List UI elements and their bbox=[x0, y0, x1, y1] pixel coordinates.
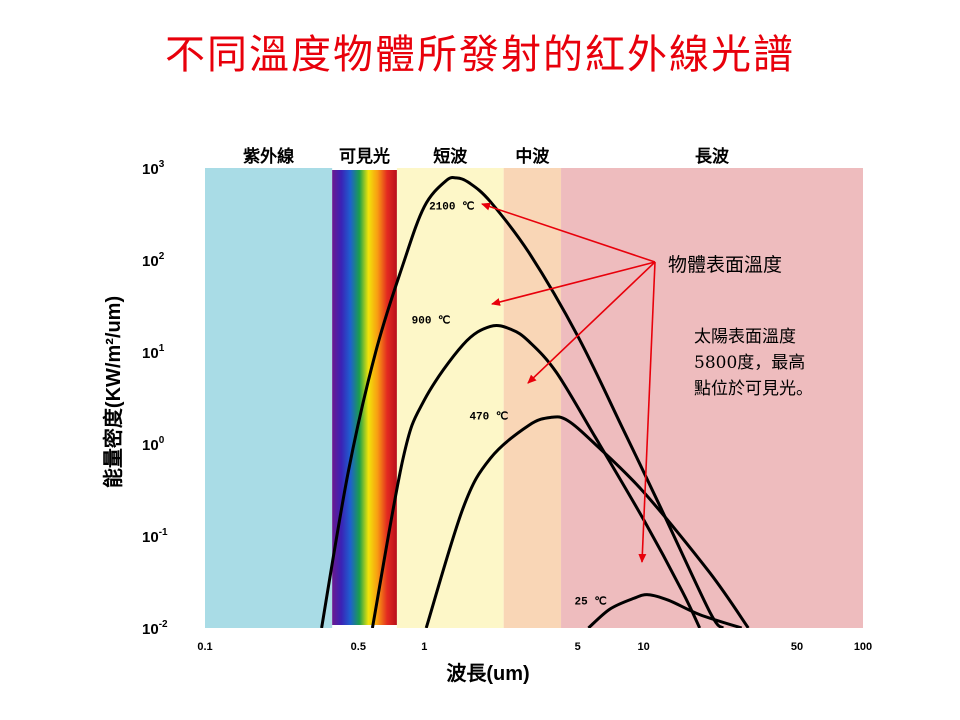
x-tick-label: 1 bbox=[421, 641, 427, 653]
y-tick-label: 10-1 bbox=[142, 527, 168, 546]
annotation-arrow bbox=[491, 261, 656, 306]
curve-2100c bbox=[320, 176, 725, 628]
band-short-wave-label: 短波 bbox=[433, 146, 468, 167]
curve-900c-label: 900 ℃ bbox=[412, 315, 451, 328]
band-uv-label: 紫外線 bbox=[243, 146, 294, 167]
curve-2100c-label: 2100 ℃ bbox=[429, 201, 474, 214]
x-tick-label: 100 bbox=[854, 641, 872, 653]
curve-25c bbox=[587, 593, 743, 628]
annotation-arrow bbox=[638, 261, 656, 563]
sun-note-line: 點位於可見光。 bbox=[694, 379, 813, 399]
x-tick-label: 0.1 bbox=[197, 641, 212, 653]
x-tick-label: 50 bbox=[791, 641, 803, 653]
y-tick-label: 102 bbox=[142, 251, 165, 270]
curve-25c-label: 25 ℃ bbox=[575, 595, 607, 608]
sun-note-line: 太陽表面溫度 bbox=[694, 327, 796, 347]
curve-900c bbox=[370, 323, 702, 628]
band-mid-wave bbox=[503, 168, 562, 628]
band-mid-wave-label: 中波 bbox=[515, 146, 550, 167]
y-axis-title: 能量密度(KW/m²/um) bbox=[101, 296, 125, 488]
x-tick-label: 5 bbox=[575, 641, 581, 653]
band-long-wave-label: 長波 bbox=[695, 146, 730, 167]
x-tick-label: 0.5 bbox=[351, 641, 366, 653]
x-tick-label: 10 bbox=[638, 641, 650, 653]
annotation-arrow bbox=[527, 261, 656, 384]
page-title: 不同溫度物體所發射的紅外線光譜 bbox=[165, 32, 795, 78]
surface-temp-annotation: 物體表面溫度 bbox=[668, 254, 782, 276]
curve-470c bbox=[424, 415, 750, 628]
y-tick-label: 100 bbox=[142, 435, 165, 454]
annotation-arrow bbox=[481, 202, 656, 263]
band-long-wave bbox=[561, 168, 863, 628]
y-tick-label: 103 bbox=[142, 159, 165, 178]
band-visible-label: 可見光 bbox=[339, 146, 390, 167]
sun-note-line: 5800度，最高 bbox=[694, 353, 805, 373]
curve-470c-label: 470 ℃ bbox=[469, 410, 508, 423]
y-tick-label: 10-2 bbox=[142, 619, 168, 638]
y-tick-label: 101 bbox=[142, 343, 165, 362]
band-uv bbox=[205, 168, 333, 628]
x-axis-title: 波長(um) bbox=[446, 662, 529, 685]
